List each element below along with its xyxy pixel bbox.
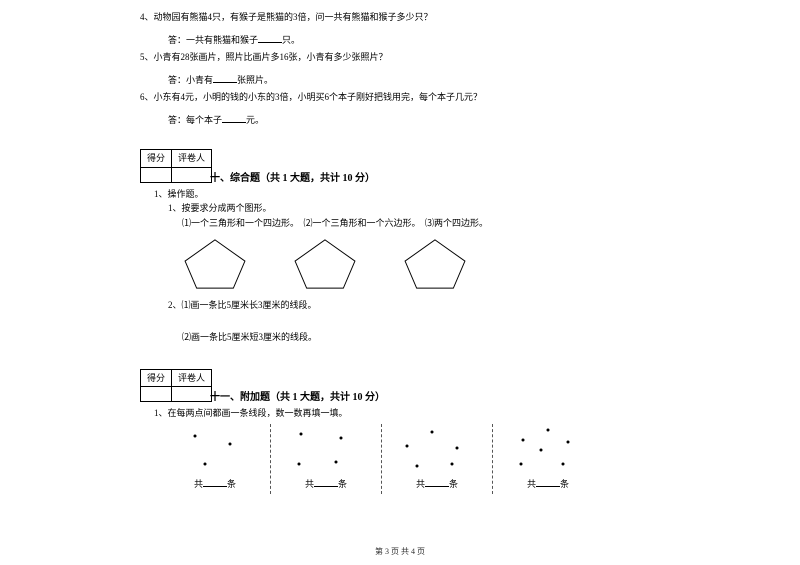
score-cell: 得分 [141,150,172,167]
s10-q1-2b: ⑵画一条比5厘米短3厘米的线段。 [182,330,660,344]
section-10-title: 十、综合题（共 1 大题，共计 10 分） [210,171,660,187]
page-footer: 第 3 页 共 4 页 [0,546,800,559]
answer-6-prefix: 答：每个本子 [168,115,222,125]
answer-4-suffix: 只。 [282,35,300,45]
blank-d1[interactable] [203,476,227,487]
spacer [140,129,660,139]
blank-d4[interactable] [536,476,560,487]
spacer [140,312,660,330]
section-11-title: 十一、附加题（共 1 大题，共计 10 分） [210,390,660,406]
answer-5: 答：小青有 张照片。 [168,72,660,87]
score-table-11: 得分 评卷人 [140,369,212,402]
blank-6[interactable] [222,112,246,123]
question-5: 5、小青有28张画片，照片比画片多16张，小青有多少张照片？ [140,50,660,64]
blank-5[interactable] [213,72,237,83]
answer-4: 答：一共有熊猫和猴子 只。 [168,32,660,47]
spacer [140,345,660,359]
score-table-10: 得分 评卷人 [140,149,212,182]
answer-5-suffix: 张照片。 [237,75,273,85]
score-cell: 得分 [141,369,172,386]
pentagon-3 [400,236,470,292]
s11-q1: 1、在每两点间都画一条线段，数一数再填一填。 [154,406,660,420]
reviewer-blank[interactable] [172,387,212,402]
pentagon-row [180,236,660,292]
reviewer-blank[interactable] [172,167,212,182]
dots-label-1: 共条 [160,476,270,491]
s10-q1: 1、操作题。 [154,187,660,201]
dots-cell-4: 共条 [493,424,603,494]
dots-cell-2: 共条 [271,424,381,494]
pentagon-1 [180,236,250,292]
answer-6: 答：每个本子 元。 [168,112,660,127]
s10-q1-2a: 2、⑴画一条比5厘米长3厘米的线段。 [168,298,660,312]
content-area: 4、动物园有熊猫4只，有猴子是熊猫的3倍，问一共有熊猫和猴子多少只？ 答：一共有… [0,0,800,494]
dots-cell-1: 共条 [160,424,270,494]
blank-d2[interactable] [314,476,338,487]
question-6: 6、小东有4元，小明的钱的小东的3倍，小明买6个本子刚好把钱用完，每个本子几元？ [140,90,660,104]
question-4: 4、动物园有熊猫4只，有猴子是熊猫的3倍，问一共有熊猫和猴子多少只？ [140,10,660,24]
dots-label-3: 共条 [382,476,492,491]
dots-svg-1 [160,424,270,474]
s10-q1-1: 1、按要求分成两个图形。 [168,201,660,215]
score-blank[interactable] [141,167,172,182]
dots-svg-2 [271,424,381,474]
dots-cell-3: 共条 [382,424,492,494]
answer-6-suffix: 元。 [246,115,264,125]
s10-q1-opts: ⑴一个三角形和一个四边形。 ⑵一个三角形和一个六边形。 ⑶两个四边形。 [182,216,660,230]
dots-label-4: 共条 [493,476,603,491]
page: 4、动物园有熊猫4只，有猴子是熊猫的3倍，问一共有熊猫和猴子多少只？ 答：一共有… [0,0,800,565]
dots-row: 共条 共条 共条 共条 [160,424,660,494]
score-blank[interactable] [141,387,172,402]
dots-svg-4 [493,424,603,474]
reviewer-cell: 评卷人 [172,150,212,167]
pentagon-2 [290,236,360,292]
dots-label-2: 共条 [271,476,381,491]
blank-4[interactable] [258,32,282,43]
answer-5-prefix: 答：小青有 [168,75,213,85]
reviewer-cell: 评卷人 [172,369,212,386]
answer-4-prefix: 答：一共有熊猫和猴子 [168,35,258,45]
blank-d3[interactable] [425,476,449,487]
dots-svg-3 [382,424,492,474]
